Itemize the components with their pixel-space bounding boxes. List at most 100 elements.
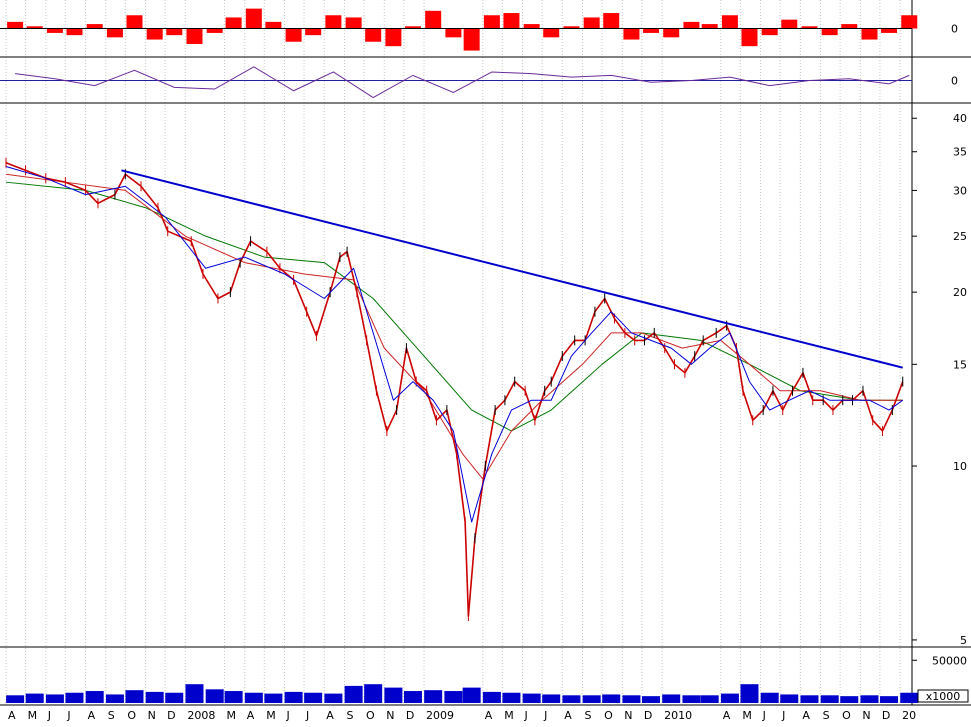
x-axis-label-39: D [882,709,890,722]
volume-bar-31 [622,695,641,703]
volume-panel: 50000 x1000 [6,654,969,703]
price-tick-label-0: 5 [960,634,967,647]
volume-bar-34 [682,695,701,703]
x-axis-label-18: N [386,709,394,722]
volume-bar-33 [662,694,681,703]
momentum-bar-31 [623,28,640,40]
volume-bar-22 [444,691,463,703]
momentum-bar-34 [683,21,700,29]
volume-bar-14 [284,691,303,703]
x-axis-label-23: J [524,709,528,722]
volume-bar-5 [105,694,124,703]
x-axis-label-10: M [226,709,236,722]
x-axis-label-33: J [762,709,766,722]
volume-bar-6 [125,690,144,703]
momentum-bar-23 [463,28,480,51]
oscillator-line [15,66,910,99]
volume-bar-43 [860,695,879,703]
volume-bar-23 [462,687,481,703]
volume-bar-39 [780,694,799,703]
volume-bar-8 [165,692,184,703]
momentum-bar-8 [166,28,183,36]
momentum-bar-43 [861,28,878,40]
volume-tick-label-0: 50000 [932,654,967,667]
volume-bar-24 [482,691,501,703]
volume-bar-16 [324,693,343,703]
momentum-bar-39 [781,19,798,29]
momentum-bar-41 [821,28,838,36]
x-axis-label-4: A [88,709,96,722]
panel-frames [0,0,971,706]
momentum-bar-4 [86,24,103,29]
x-axis-label-35: A [802,709,810,722]
x-axis-label-27: O [604,709,613,722]
axis-labels: A M J J A S O N D 2008 M A M J J A S O N D 2009 A M J J A S O N D 2010… [8,709,916,722]
momentum-bar-42 [841,24,858,29]
momentum-zero-label: 0 [951,23,958,36]
momentum-bar-6 [126,15,143,29]
x-axis-label-37: O [842,709,851,722]
momentum-bar-2 [46,28,63,33]
volume-bar-4 [85,691,104,703]
momentum-bar-3 [66,28,83,36]
volume-bar-41 [820,695,839,703]
price-tick-label-7: 40 [953,112,967,125]
volume-bar-0 [6,695,25,703]
vertical-gridlines [5,0,901,705]
momentum-bar-19 [385,28,402,47]
x-axis-label-22: M [504,709,513,722]
x-axis-label-34: J [781,709,785,722]
x-axis-label-17: O [366,709,375,722]
x-axis-label-0: A [8,709,16,722]
momentum-bar-16 [325,15,342,29]
x-axis-label-26: S [585,709,592,722]
price-series-trendline [121,169,903,369]
momentum-bar-36 [721,15,738,29]
price-tick-label-2: 15 [953,358,967,371]
momentum-bar-28 [563,26,580,29]
x-axis-label-5: S [108,709,115,722]
volume-bar-28 [562,695,581,703]
x-axis-label-36: S [823,709,830,722]
volume-bar-2 [45,694,64,703]
momentum-bar-29 [583,17,600,29]
price-tick-label-1: 10 [953,460,967,473]
x-axis-label-2: J [47,709,51,722]
x-axis-label-21: A [485,709,493,722]
x-axis-label-16: S [346,709,353,722]
volume-bar-19 [384,687,403,703]
momentum-bar-45 [901,15,918,29]
volume-bar-15 [304,692,323,703]
momentum-oscillator-panel: 0 [0,8,958,51]
momentum-bar-37 [741,28,758,47]
momentum-bar-11 [225,17,242,29]
volume-bar-7 [145,691,164,703]
momentum-bar-20 [404,26,421,29]
x-axis-label-14: J [305,709,309,722]
volume-bar-9 [185,684,204,703]
volume-bar-35 [700,695,719,703]
volume-bar-45 [900,692,919,703]
volume-bar-29 [582,695,601,703]
x-axis-label-11: A [247,709,255,722]
momentum-bar-17 [345,17,362,29]
momentum-bar-12 [245,8,262,29]
x-axis-label-38: N [862,709,870,722]
momentum-bar-32 [643,28,659,33]
volume-bar-36 [720,693,739,703]
momentum-bar-44 [881,28,898,33]
volume-bar-40 [800,695,819,703]
momentum-bar-9 [186,28,203,44]
volume-bar-12 [244,692,263,703]
x-axis-label-20: 2009 [426,709,454,722]
volume-bar-32 [642,696,660,703]
x-axis-label-29: D [644,709,652,722]
x-axis-label-28: N [624,709,632,722]
momentum-bar-10 [206,28,223,33]
volume-bar-38 [760,692,779,703]
momentum-bar-26 [523,24,540,29]
momentum-bar-25 [503,13,520,29]
volume-bar-27 [542,694,561,703]
momentum-bar-21 [425,10,442,29]
